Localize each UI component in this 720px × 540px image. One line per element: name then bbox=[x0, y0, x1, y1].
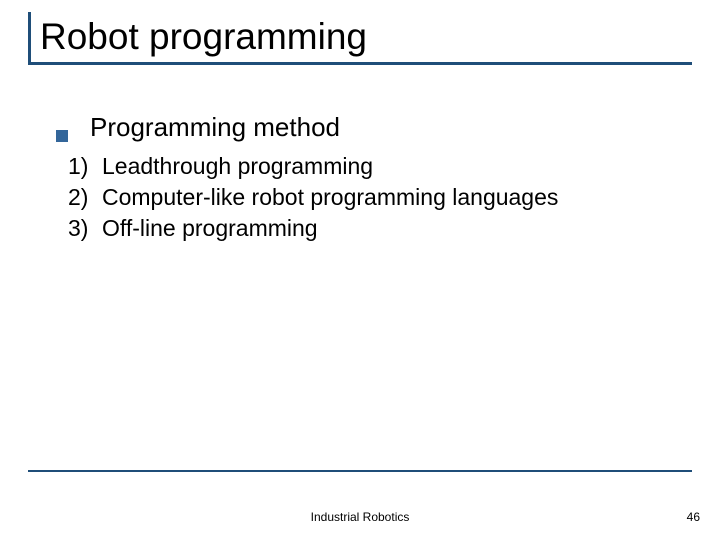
bottom-rule bbox=[28, 470, 692, 472]
list-item-number: 3) bbox=[68, 213, 102, 244]
numbered-list: 1) Leadthrough programming 2) Computer-l… bbox=[68, 151, 676, 244]
list-item-number: 2) bbox=[68, 182, 102, 213]
list-item-text: Leadthrough programming bbox=[102, 151, 373, 182]
title-underline bbox=[28, 62, 692, 65]
bullet-label: Programming method bbox=[90, 112, 340, 143]
footer-center-text: Industrial Robotics bbox=[0, 510, 720, 524]
title-rule-vertical bbox=[28, 12, 31, 62]
square-bullet-icon bbox=[56, 130, 68, 142]
footer-page-number: 46 bbox=[687, 510, 700, 524]
list-item-number: 1) bbox=[68, 151, 102, 182]
bullet-item: Programming method bbox=[56, 112, 676, 143]
list-item-text: Computer-like robot programming language… bbox=[102, 182, 558, 213]
slide-title: Robot programming bbox=[40, 16, 367, 58]
content-area: Programming method 1) Leadthrough progra… bbox=[56, 112, 676, 244]
list-item-text: Off-line programming bbox=[102, 213, 318, 244]
list-item: 1) Leadthrough programming bbox=[68, 151, 676, 182]
slide: Robot programming Programming method 1) … bbox=[0, 0, 720, 540]
list-item: 3) Off-line programming bbox=[68, 213, 676, 244]
list-item: 2) Computer-like robot programming langu… bbox=[68, 182, 676, 213]
